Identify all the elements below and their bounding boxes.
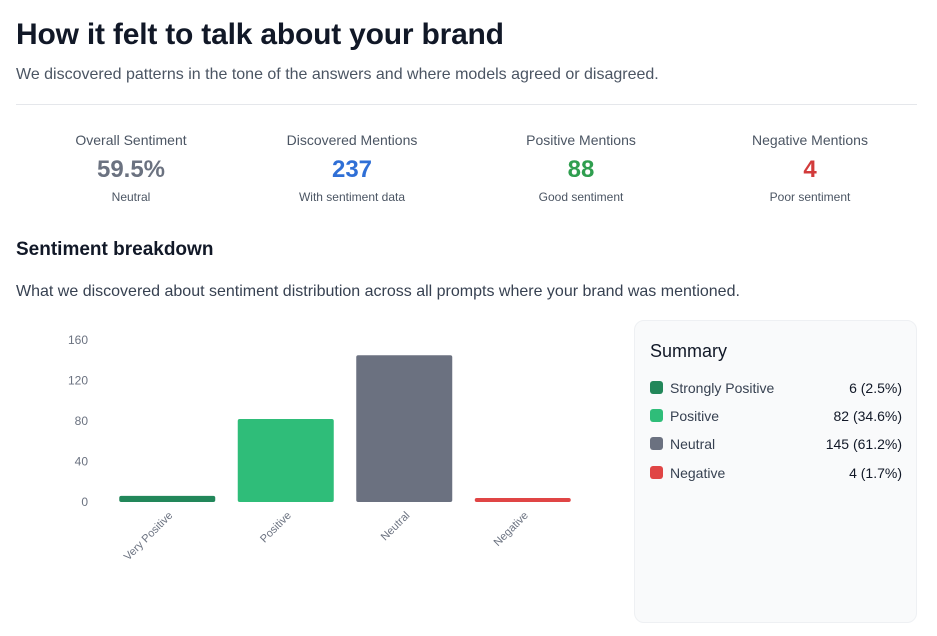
legend-swatch bbox=[650, 381, 663, 394]
bar-neutral bbox=[356, 355, 453, 502]
divider bbox=[16, 104, 917, 105]
y-tick-label: 40 bbox=[75, 455, 89, 469]
summary-title: Summary bbox=[650, 341, 728, 361]
summary-value: 6 (2.5%) bbox=[849, 380, 902, 396]
chart-svg: 0 40 80 120 160 Very Positive Positive Neutral N… bbox=[68, 333, 571, 563]
summary-row: Strongly Positive 6 (2.5%) bbox=[650, 378, 902, 398]
x-tick-label: Very Positive bbox=[122, 510, 175, 563]
stat-value: 4 bbox=[803, 156, 817, 183]
stat-label: Negative Mentions bbox=[752, 132, 868, 148]
y-tick-label: 120 bbox=[68, 374, 88, 388]
stat-overall-sentiment: Overall Sentiment 59.5% Neutral bbox=[16, 132, 246, 204]
bar-negative bbox=[474, 497, 571, 502]
legend-swatch bbox=[650, 409, 663, 422]
x-tick-label: Neutral bbox=[379, 510, 413, 544]
stat-value: 59.5% bbox=[96, 156, 166, 183]
summary-label: Strongly Positive bbox=[670, 380, 775, 396]
stat-label: Overall Sentiment bbox=[75, 132, 187, 148]
x-tick-label: Negative bbox=[492, 510, 531, 549]
x-tick-label: Positive bbox=[258, 510, 294, 546]
legend-swatch bbox=[650, 437, 663, 450]
summary-value: 4 (1.7%) bbox=[849, 465, 902, 481]
summary-panel: Summary Strongly Positive 6 (2.5%) Posit… bbox=[634, 320, 917, 623]
stat-negative-mentions: Negative Mentions 4 Poor sentiment bbox=[695, 132, 925, 204]
sentiment-bar-chart: 0 40 80 120 160 Very Positive Positive Neutral N… bbox=[0, 320, 620, 636]
bar-positive bbox=[237, 418, 334, 502]
y-tick-label: 0 bbox=[81, 495, 88, 509]
stat-value: 88 bbox=[567, 156, 595, 183]
summary-value: 145 (61.2%) bbox=[825, 436, 902, 452]
summary-label: Positive bbox=[670, 408, 720, 424]
section-title: Sentiment breakdown bbox=[16, 239, 214, 260]
stats-row: Overall Sentiment 59.5% Neutral Discover… bbox=[16, 132, 925, 212]
page-title: How it felt to talk about your brand bbox=[16, 18, 504, 51]
section-subtitle: What we discovered about sentiment distr… bbox=[16, 283, 740, 300]
stat-discovered-mentions: Discovered Mentions 237 With sentiment d… bbox=[237, 132, 467, 204]
stat-sub: Poor sentiment bbox=[769, 190, 851, 204]
stat-sub: With sentiment data bbox=[298, 190, 406, 204]
stat-sub: Neutral bbox=[111, 190, 151, 204]
legend-swatch bbox=[650, 466, 663, 479]
stat-sub: Good sentiment bbox=[538, 190, 624, 204]
stat-positive-mentions: Positive Mentions 88 Good sentiment bbox=[466, 132, 696, 204]
summary-row: Negative 4 (1.7%) bbox=[650, 463, 902, 483]
stat-label: Discovered Mentions bbox=[286, 132, 418, 148]
y-tick-label: 80 bbox=[75, 414, 89, 428]
summary-label: Negative bbox=[670, 465, 726, 481]
summary-value: 82 (34.6%) bbox=[833, 408, 902, 424]
summary-label: Neutral bbox=[670, 436, 716, 452]
stat-label: Positive Mentions bbox=[526, 132, 636, 148]
y-tick-label: 160 bbox=[68, 333, 88, 347]
bar-very-positive bbox=[119, 495, 216, 502]
page-subtitle: We discovered patterns in the tone of th… bbox=[16, 66, 659, 83]
stat-value: 237 bbox=[331, 156, 373, 183]
summary-row: Positive 82 (34.6%) bbox=[650, 406, 902, 426]
summary-row: Neutral 145 (61.2%) bbox=[650, 434, 902, 454]
